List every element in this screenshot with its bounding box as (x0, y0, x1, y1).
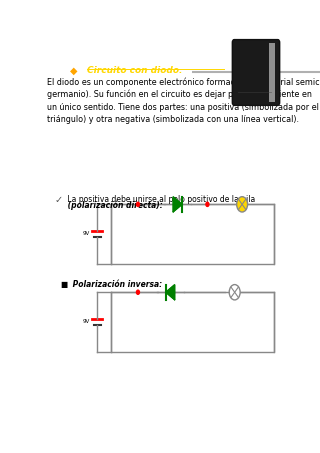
Polygon shape (166, 285, 175, 300)
Bar (111, 204, 274, 264)
Circle shape (206, 202, 209, 207)
Text: ■: ■ (60, 280, 67, 289)
Text: La positiva debe unirse al polo positivo de la pila: La positiva debe unirse al polo positivo… (65, 195, 255, 203)
Text: 9V: 9V (82, 319, 90, 324)
Circle shape (136, 290, 140, 294)
Text: ✓: ✓ (55, 195, 63, 205)
Text: Polarización inversa:: Polarización inversa: (70, 280, 162, 289)
Bar (269, 43, 275, 102)
Bar (111, 292, 274, 352)
Text: 9V: 9V (82, 231, 90, 236)
Text: El diodo es un componente electrónico formado por material semiconductor (silici: El diodo es un componente electrónico fo… (47, 77, 320, 124)
Circle shape (237, 197, 248, 212)
Circle shape (229, 284, 240, 300)
FancyBboxPatch shape (232, 39, 280, 106)
Text: (polarización directa):: (polarización directa): (65, 201, 163, 210)
Text: ◆: ◆ (70, 66, 77, 76)
Text: Circuito con diodo.: Circuito con diodo. (87, 66, 182, 75)
Circle shape (136, 202, 140, 207)
Polygon shape (173, 197, 182, 212)
